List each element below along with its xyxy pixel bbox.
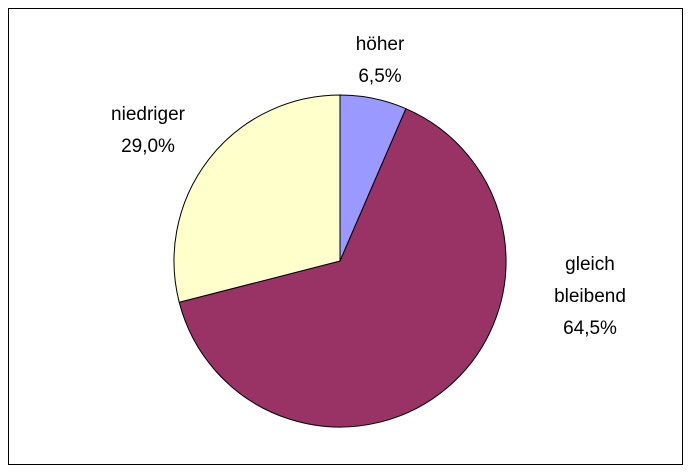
slice-label: höher 6,5% <box>330 29 430 93</box>
pie-slice <box>173 94 341 303</box>
pie-slice <box>178 107 507 428</box>
category-label: niedriger <box>111 104 185 125</box>
category-label: höher <box>355 34 405 55</box>
slice-label: niedriger 29,0% <box>88 99 208 163</box>
value-label: 64,5% <box>563 318 617 339</box>
category-label: gleich bleibend <box>554 254 626 307</box>
value-label: 6,5% <box>358 66 402 87</box>
slice-label: gleich bleibend 64,5% <box>540 249 640 345</box>
chart-frame <box>8 8 683 465</box>
value-label: 29,0% <box>121 136 175 157</box>
